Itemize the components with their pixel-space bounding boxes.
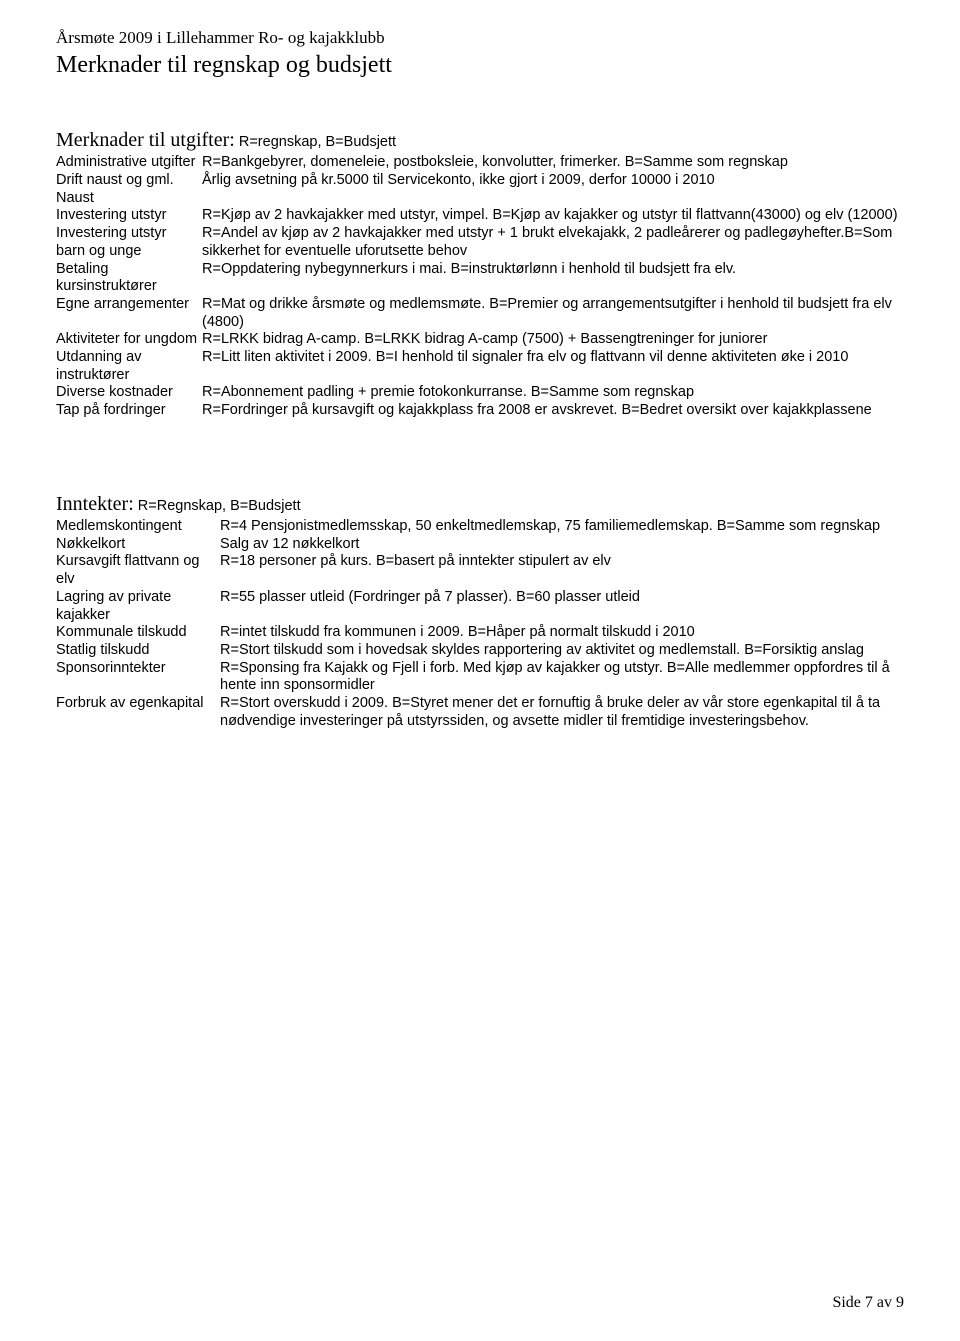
income-row-label: Nøkkelkort xyxy=(56,536,220,554)
document-header-line: Årsmøte 2009 i Lillehammer Ro- og kajakk… xyxy=(56,28,904,49)
expense-row-text: R=Kjøp av 2 havkajakker med utstyr, vimp… xyxy=(202,207,904,225)
income-row-label: Kursavgift flattvann og elv xyxy=(56,553,220,588)
income-row-text: R=Stort tilskudd som i hovedsak skyldes … xyxy=(220,642,904,660)
expense-row-text: Årlig avsetning på kr.5000 til Serviceko… xyxy=(202,172,904,207)
expense-row-text: R=Mat og drikke årsmøte og medlemsmøte. … xyxy=(202,296,904,331)
expense-row-label: Aktiviteter for ungdom xyxy=(56,331,202,349)
expenses-table: Administrative utgifter R=Bankgebyrer, d… xyxy=(56,154,904,419)
page-number: Side 7 av 9 xyxy=(832,1293,904,1313)
income-row-text: R=Sponsing fra Kajakk og Fjell i forb. M… xyxy=(220,660,904,695)
expense-row-label: Egne arrangementer xyxy=(56,296,202,331)
income-table: Medlemskontingent R=4 Pensjonistmedlemss… xyxy=(56,518,904,730)
income-row-text: R=55 plasser utleid (Fordringer på 7 pla… xyxy=(220,589,904,624)
expense-row-label: Administrative utgifter xyxy=(56,154,202,172)
expenses-title-main: Merknader til utgifter: xyxy=(56,129,235,151)
income-row-label: Kommunale tilskudd xyxy=(56,624,220,642)
income-row-label: Medlemskontingent xyxy=(56,518,220,536)
expense-row-text: R=Andel av kjøp av 2 havkajakker med uts… xyxy=(202,225,904,260)
expenses-section-title: Merknader til utgifter: R=regnskap, B=Bu… xyxy=(56,128,904,152)
income-section-title: Inntekter: R=Regnskap, B=Budsjett xyxy=(56,492,904,516)
expense-row-label: Utdanning av instruktører xyxy=(56,349,202,384)
expense-row-text: R=Bankgebyrer, domeneleie, postboksleie,… xyxy=(202,154,904,172)
expense-row-text: R=Oppdatering nybegynnerkurs i mai. B=in… xyxy=(202,261,904,296)
income-row-label: Forbruk av egenkapital xyxy=(56,695,220,730)
income-row-label: Lagring av private kajakker xyxy=(56,589,220,624)
expenses-title-sub: R=regnskap, B=Budsjett xyxy=(235,134,396,150)
expense-row-text: R=Fordringer på kursavgift og kajakkplas… xyxy=(202,402,904,420)
expense-row-label: Investering utstyr xyxy=(56,207,202,225)
expense-row-label: Investering utstyr barn og unge xyxy=(56,225,202,260)
income-row-text: R=Stort overskudd i 2009. B=Styret mener… xyxy=(220,695,904,730)
expense-row-label: Tap på fordringer xyxy=(56,402,202,420)
income-row-label: Statlig tilskudd xyxy=(56,642,220,660)
expense-row-text: R=Litt liten aktivitet i 2009. B=I henho… xyxy=(202,349,904,384)
document-title: Merknader til regnskap og budsjett xyxy=(56,51,904,80)
income-row-text: R=18 personer på kurs. B=basert på innte… xyxy=(220,553,904,588)
expense-row-label: Betaling kursinstruktører xyxy=(56,261,202,296)
income-row-text: Salg av 12 nøkkelkort xyxy=(220,536,904,554)
income-row-label: Sponsorinntekter xyxy=(56,660,220,695)
income-title-main: Inntekter: xyxy=(56,493,134,515)
expense-row-text: R=LRKK bidrag A-camp. B=LRKK bidrag A-ca… xyxy=(202,331,904,349)
expense-row-text: R=Abonnement padling + premie fotokonkur… xyxy=(202,384,904,402)
expense-row-label: Drift naust og gml. Naust xyxy=(56,172,202,207)
income-title-sub: R=Regnskap, B=Budsjett xyxy=(134,498,301,514)
income-row-text: R=4 Pensjonistmedlemsskap, 50 enkeltmedl… xyxy=(220,518,904,536)
expense-row-label: Diverse kostnader xyxy=(56,384,202,402)
income-row-text: R=intet tilskudd fra kommunen i 2009. B=… xyxy=(220,624,904,642)
